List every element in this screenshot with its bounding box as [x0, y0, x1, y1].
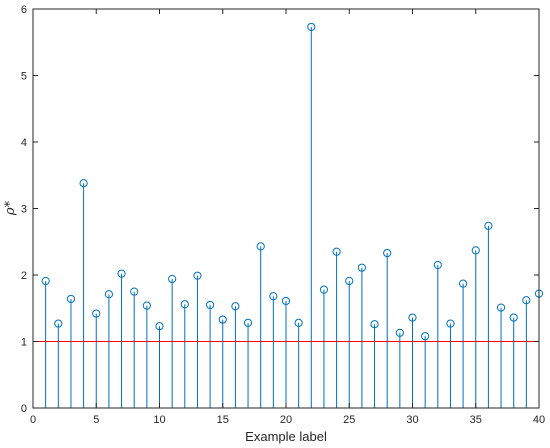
stem-marker	[180, 300, 189, 309]
y-tick-label: 4	[21, 137, 27, 149]
stem-marker	[408, 313, 417, 322]
x-tick-label: 20	[280, 414, 292, 426]
stem-marker	[92, 309, 101, 318]
stem-marker	[130, 287, 139, 296]
stem-marker	[459, 279, 468, 288]
y-tick-label: 0	[21, 403, 27, 415]
stem-marker	[294, 318, 303, 327]
stem-marker	[66, 294, 76, 304]
stem-marker	[117, 269, 126, 278]
x-tick-label: 30	[406, 414, 418, 426]
x-tick-label: 35	[470, 414, 482, 426]
stem-marker	[218, 315, 227, 324]
x-tick-label: 25	[343, 414, 355, 426]
stem-marker	[319, 285, 329, 294]
stem-marker	[509, 313, 518, 322]
plot-frame	[32, 8, 540, 409]
stem-marker	[281, 296, 291, 306]
stem-marker	[41, 276, 50, 286]
stem-marker	[370, 320, 379, 329]
stem-marker	[243, 318, 253, 327]
stem-marker	[307, 22, 316, 32]
stem-marker	[433, 260, 442, 270]
stem-marker	[357, 263, 366, 272]
stem-marker	[395, 328, 404, 337]
stem-marker	[54, 319, 63, 328]
stem-marker	[193, 271, 202, 280]
x-tick-label: 15	[217, 414, 229, 426]
stem-marker	[421, 332, 430, 341]
y-tick-label: 2	[21, 270, 27, 282]
x-axis-label: Example label	[245, 429, 327, 444]
stem-marker	[168, 274, 177, 284]
stem-marker	[522, 296, 531, 305]
stem-marker	[471, 246, 480, 255]
y-tick-label: 1	[21, 337, 27, 349]
y-tick-label: 5	[21, 71, 27, 83]
stem-marker	[383, 248, 392, 258]
stem-marker	[496, 303, 506, 312]
stem-marker	[155, 322, 164, 331]
y-axis-label: ρ*	[3, 200, 18, 216]
stem-marker	[104, 290, 114, 299]
stem-marker	[345, 276, 354, 286]
stem-marker	[231, 302, 240, 311]
stem-marker	[446, 319, 455, 328]
x-tick-label: 5	[93, 414, 99, 426]
x-tick-label: 40	[533, 414, 545, 426]
stem-marker	[206, 300, 215, 310]
stem-marker	[484, 221, 493, 230]
stem-marker	[142, 301, 151, 310]
y-tick-label: 3	[21, 204, 27, 216]
x-tick-label: 10	[153, 414, 165, 426]
stem-marker	[79, 179, 88, 188]
x-ticks-group: 0 5 10 15 20 25 30 35 40	[30, 9, 545, 426]
stem-marker	[256, 242, 265, 251]
stem-marker	[332, 247, 341, 256]
stem-marker	[269, 292, 278, 301]
x-tick-label: 0	[30, 414, 36, 426]
y-tick-label: 6	[21, 4, 27, 16]
